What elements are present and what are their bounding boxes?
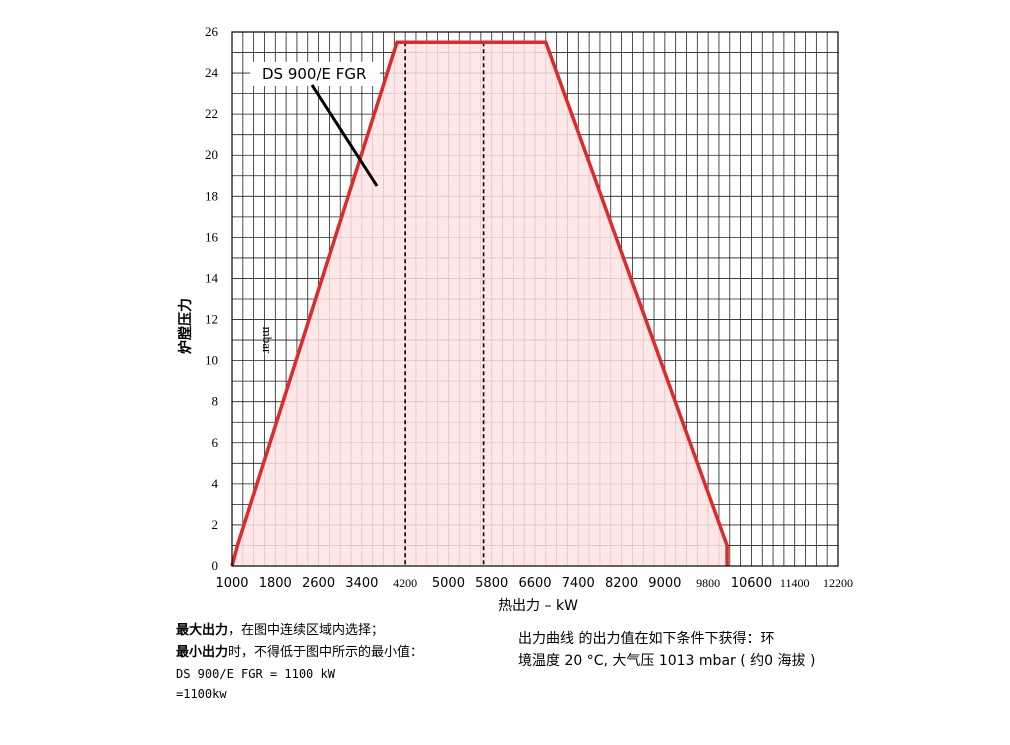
x-tick-label: 6600: [518, 576, 551, 591]
x-tick-label: 5800: [475, 576, 508, 591]
x-tick-label: 2600: [302, 576, 335, 591]
y-tick-label: 14: [205, 270, 219, 285]
y-axis-title: 炉膛压力: [177, 298, 194, 354]
x-tick-label: 8200: [605, 576, 638, 591]
x-axis-title: 热出力 – kW: [498, 598, 578, 614]
output-notes: 最大出力，在图中连续区域内选择； 最小出力时，不得低于图中所示的最小值： DS …: [176, 620, 496, 704]
curve-label-leader: [310, 84, 379, 187]
conditions-line-2: 境温度 20 °C, 大气压 1013 mbar ( 约0 海拔 ): [518, 653, 816, 669]
min-output-value: DS 900/E FGR = 1100 kW: [176, 667, 335, 681]
min-output-text: 时，不得低于图中所示的最小值：: [228, 645, 424, 660]
y-axis-unit: mbar: [260, 327, 275, 354]
y-tick-label: 4: [212, 476, 219, 491]
x-axis-ticks: 1000 1800 2600 3400 4200 5000 5800 6600 7400 8200…: [215, 576, 853, 591]
y-tick-label: 6: [212, 435, 219, 450]
x-tick-label: 3400: [345, 576, 378, 591]
y-tick-label: 20: [205, 147, 218, 162]
x-tick-label: 1800: [259, 576, 292, 591]
x-tick-label: 5000: [432, 576, 465, 591]
y-tick-label: 2: [212, 517, 219, 532]
x-tick-label: 12200: [823, 576, 853, 590]
plot-frame: [231, 31, 839, 567]
min-output-title: 最小出力: [176, 645, 229, 660]
dashed-reference-lines: [404, 42, 485, 566]
y-tick-label: 18: [205, 188, 218, 203]
y-tick-label: 0: [212, 558, 219, 573]
x-tick-label: 4200: [393, 576, 417, 590]
y-tick-label: 24: [205, 65, 219, 80]
x-tick-label: 1000: [215, 576, 248, 591]
min-output-note: 最小出力时，不得低于图中所示的最小值：: [176, 642, 496, 664]
y-tick-label: 8: [212, 394, 219, 409]
test-conditions-note: 出力曲线 的出力值在如下条件下获得：环 境温度 20 °C, 大气压 1013 …: [518, 628, 858, 672]
working-range-fill: [232, 42, 728, 567]
x-tick-label: 7400: [562, 576, 595, 591]
max-output-title: 最大出力: [176, 623, 229, 638]
max-output-note: 最大出力，在图中连续区域内选择；: [176, 620, 496, 642]
y-tick-label: 22: [205, 106, 218, 121]
working-range-curve: [230, 40, 729, 567]
x-tick-label: 9800: [696, 576, 720, 590]
y-tick-label: 10: [205, 353, 218, 368]
y-tick-label: 26: [205, 24, 219, 39]
y-tick-label: 16: [205, 229, 219, 244]
max-output-text: ，在图中连续区域内选择；: [228, 623, 385, 638]
y-tick-label: 12: [205, 312, 218, 327]
curve-label-background: [250, 62, 380, 86]
curve-label: DS 900/E FGR: [262, 65, 366, 83]
x-tick-label: 11400: [780, 576, 810, 590]
x-tick-label: 10600: [731, 576, 772, 591]
x-tick-label: 9000: [648, 576, 681, 591]
min-output-value-alt: =1100kw: [176, 687, 227, 701]
conditions-line-1: 出力曲线 的出力值在如下条件下获得：环: [518, 631, 775, 647]
